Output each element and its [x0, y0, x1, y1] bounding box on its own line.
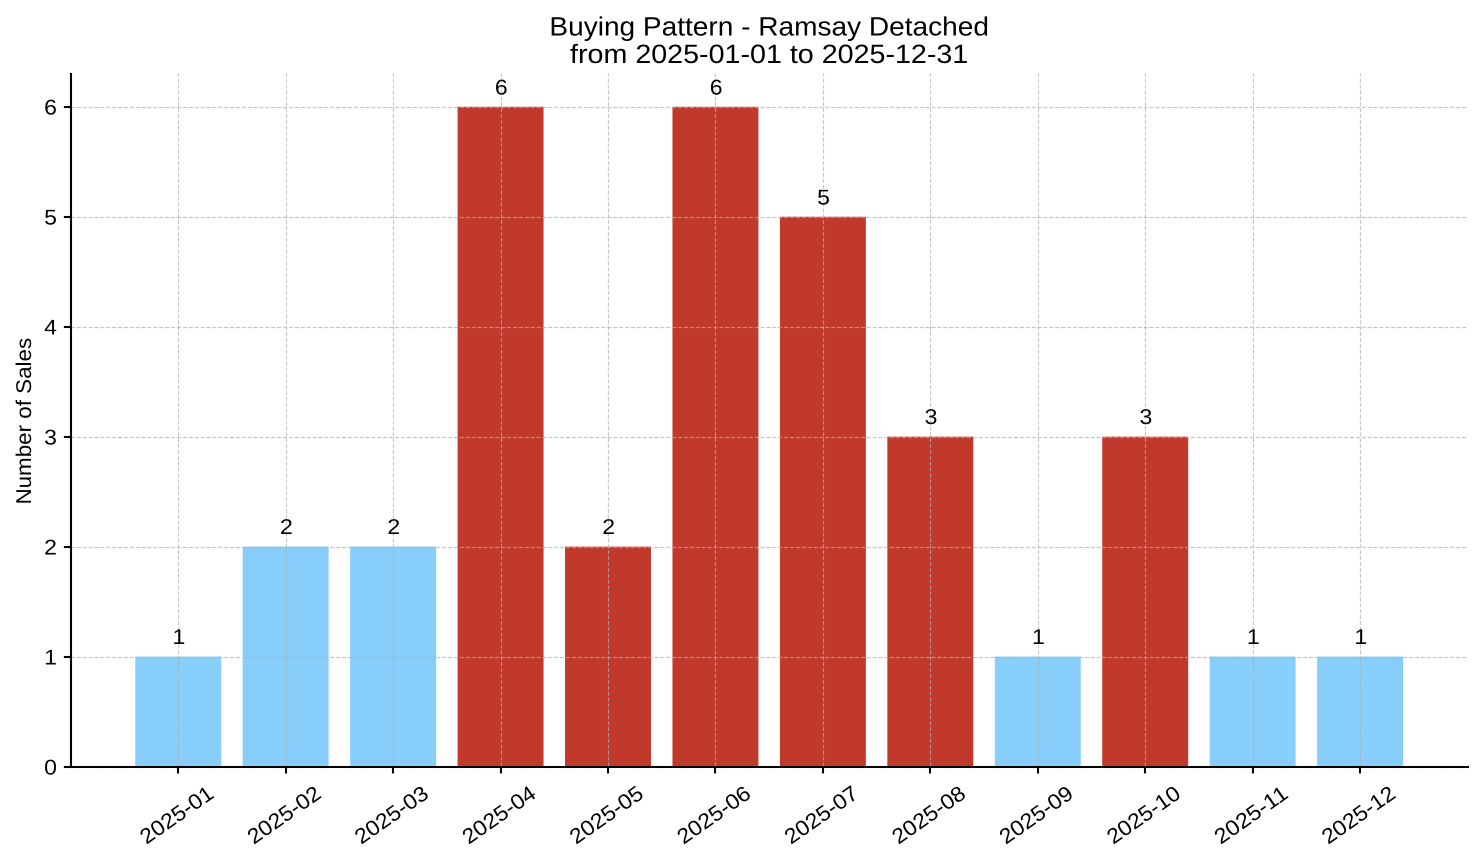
svg-text:1: 1	[173, 625, 186, 649]
svg-text:1: 1	[1247, 625, 1260, 649]
svg-text:3: 3	[925, 405, 938, 429]
svg-text:2: 2	[280, 515, 293, 539]
svg-text:6: 6	[495, 75, 508, 99]
svg-text:4: 4	[44, 316, 57, 340]
svg-text:0: 0	[44, 755, 57, 779]
svg-text:3: 3	[44, 425, 57, 449]
svg-text:1: 1	[1354, 625, 1367, 649]
svg-text:1: 1	[1032, 625, 1045, 649]
svg-text:from 2025-01-01 to 2025-12-31: from 2025-01-01 to 2025-12-31	[570, 39, 968, 69]
svg-text:3: 3	[1140, 405, 1153, 429]
svg-text:5: 5	[44, 206, 57, 230]
svg-text:5: 5	[817, 185, 830, 209]
svg-text:2: 2	[387, 515, 400, 539]
svg-text:1: 1	[44, 645, 57, 669]
svg-text:2: 2	[44, 535, 57, 559]
svg-text:6: 6	[710, 75, 723, 99]
svg-text:Buying Pattern - Ramsay Detach: Buying Pattern - Ramsay Detached	[549, 12, 989, 42]
svg-text:2: 2	[602, 515, 615, 539]
svg-text:Number of Sales: Number of Sales	[12, 338, 36, 505]
svg-text:6: 6	[44, 96, 57, 120]
